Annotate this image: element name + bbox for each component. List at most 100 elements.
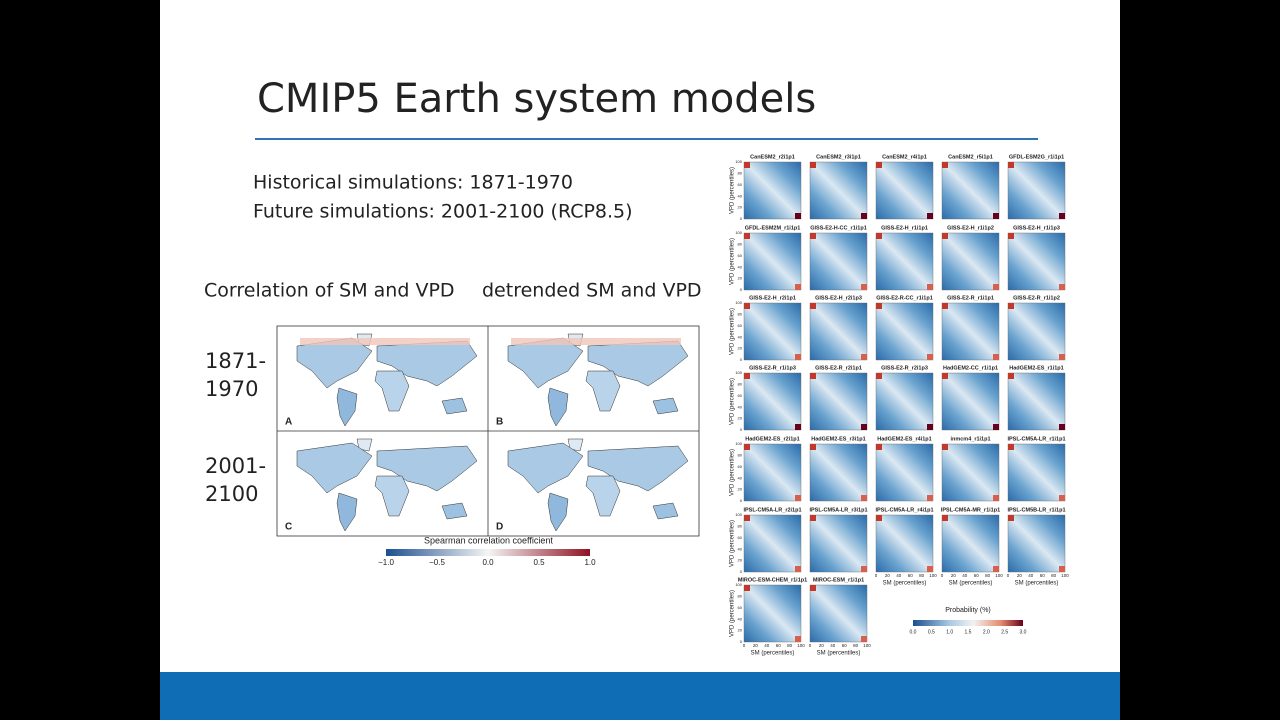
heatmap-cell	[876, 444, 882, 450]
heatmap	[941, 161, 1000, 220]
y-tick-label: 40	[738, 193, 743, 198]
heatmap	[743, 372, 802, 431]
heatmap-cell	[744, 233, 750, 239]
heatmap-cell	[1059, 213, 1065, 219]
colorbar	[386, 549, 590, 556]
heatmap-cell	[861, 636, 867, 642]
panel-title: GISS-E2-H_r2i1p1	[749, 295, 796, 301]
panel-letter: D	[496, 522, 503, 533]
heatmap	[1007, 161, 1066, 220]
heatmap-cell	[1059, 495, 1065, 501]
y-tick-label: 20	[738, 628, 743, 633]
x-tick-label: 60	[1040, 573, 1046, 578]
panel-title: IPSL-CM5A-LR_r4i1p1	[875, 507, 933, 513]
y-tick-label: 40	[738, 404, 743, 409]
column-header: Correlation of SM and VPD	[204, 280, 455, 302]
y-tick-label: 20	[738, 487, 743, 492]
x-axis-label: SM (percentiles)	[817, 651, 861, 657]
heatmap-cell	[795, 213, 801, 219]
x-tick-label: 40	[962, 573, 968, 578]
heatmap-cell	[942, 444, 948, 450]
x-tick-label: 20	[819, 643, 825, 648]
y-tick-label: 60	[738, 464, 743, 469]
heatmap-cell	[1059, 566, 1065, 572]
heatmap-cell	[810, 162, 816, 168]
y-axis-label: VPD (percentiles)	[730, 308, 736, 355]
x-tick-label: 60	[908, 573, 914, 578]
y-axis-label: VPD (percentiles)	[730, 520, 736, 567]
heatmap-cell	[927, 284, 933, 290]
x-tick-label: 0	[875, 573, 878, 578]
panel-title: IPSL-CM5B-LR_r1i1p1	[1007, 507, 1065, 513]
colorbar-tick: 0.0	[910, 629, 917, 635]
heatmap-cell	[1059, 424, 1065, 430]
heatmap-cell	[876, 515, 882, 521]
heatmap-cell	[795, 566, 801, 572]
y-tick-label: 60	[738, 393, 743, 398]
panel-title: CanESM2_r5i1p1	[948, 154, 993, 160]
y-tick-label: 0	[740, 216, 743, 221]
y-tick-label: 0	[740, 639, 743, 644]
panel-title: HadGEM2-ES_r3i1p1	[811, 436, 865, 442]
y-tick-label: 80	[738, 452, 743, 457]
heatmap	[875, 302, 934, 361]
colorbar-tick: 0.5	[928, 629, 935, 635]
colorbar-tick: 1.5	[965, 629, 972, 635]
heatmap	[809, 443, 868, 502]
heatmap	[875, 514, 934, 573]
panel-title: IPSL-CM5A-LR_r3i1p1	[809, 507, 867, 513]
x-tick-label: 40	[764, 643, 770, 648]
colorbar-tick: 0.5	[533, 558, 545, 567]
heatmap-cell	[876, 303, 882, 309]
heatmap-cell	[876, 373, 882, 379]
y-tick-label: 80	[738, 593, 743, 598]
heatmap	[1007, 443, 1066, 502]
heatmap	[1007, 372, 1066, 431]
panel-title: GISS-E2-H_r1i1p3	[1013, 225, 1060, 231]
y-axis-label: VPD (percentiles)	[730, 238, 736, 285]
panel-title: CanESM2_r2i1p1	[750, 154, 795, 160]
panel-title: GISS-E2-R_r2i1p3	[881, 365, 928, 371]
y-tick-label: 80	[738, 311, 743, 316]
y-tick-label: 20	[738, 416, 743, 421]
heatmap	[743, 302, 802, 361]
panel-title: GISS-E2-R_r1i1p1	[947, 295, 994, 301]
footer-bar	[160, 672, 1120, 720]
heatmap-cell	[744, 585, 750, 591]
y-tick-label: 0	[740, 569, 743, 574]
panel-letter: B	[496, 417, 503, 428]
panel-title: CanESM2_r4i1p1	[882, 154, 927, 160]
heatmap-cell	[810, 303, 816, 309]
heatmap	[743, 161, 802, 220]
heatmap	[743, 443, 802, 502]
heatmap-cell	[927, 213, 933, 219]
panel-title: MIROC-ESM-CHEM_r1i1p1	[738, 577, 807, 583]
heatmap	[809, 584, 868, 643]
panel-title: MIROC-ESM_r1i1p1	[813, 577, 864, 583]
y-tick-label: 100	[735, 159, 742, 164]
heatmap-cell	[861, 495, 867, 501]
heatmap-cell	[927, 424, 933, 430]
panel-title: CanESM2_r3i1p1	[816, 154, 861, 160]
y-tick-label: 20	[738, 346, 743, 351]
y-tick-label: 60	[738, 253, 743, 258]
heatmap-cell	[993, 566, 999, 572]
colorbar-label: Probability (%)	[945, 607, 991, 614]
y-tick-label: 100	[735, 512, 742, 517]
panel-letter: C	[285, 522, 292, 533]
panel-title: GISS-E2-R_r2i1p1	[815, 365, 862, 371]
heatmap-cell	[861, 213, 867, 219]
colorbar-tick: 3.0	[1020, 629, 1027, 635]
heatmap	[875, 232, 934, 291]
x-tick-label: 100	[863, 643, 871, 648]
panel-title: GISS-E2-H_r1i1p1	[881, 225, 928, 231]
heatmap-cell	[810, 444, 816, 450]
heatmap-cell	[1008, 303, 1014, 309]
heatmap	[941, 372, 1000, 431]
y-tick-label: 80	[738, 170, 743, 175]
y-tick-label: 40	[738, 264, 743, 269]
heatmap-cell	[993, 424, 999, 430]
colorbar-tick: 1.0	[584, 558, 596, 567]
heatmap	[809, 514, 868, 573]
